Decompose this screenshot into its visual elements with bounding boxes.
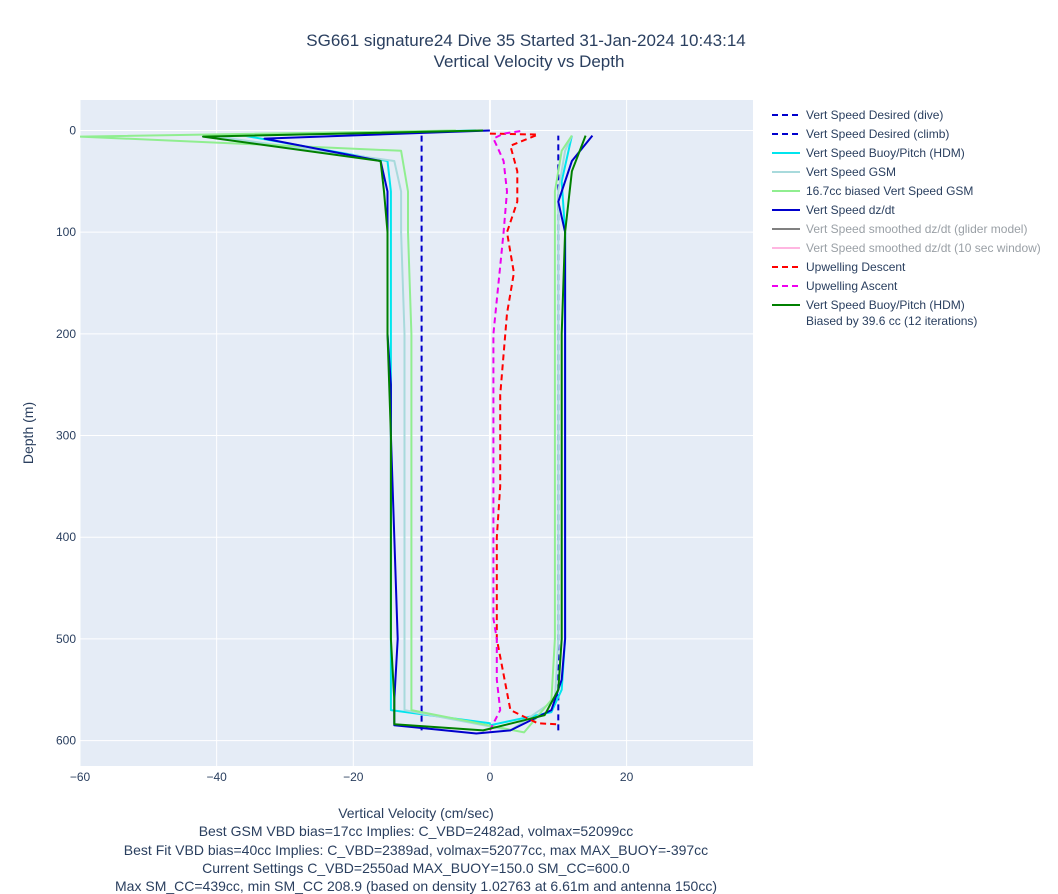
legend-item[interactable]: Upwelling Descent: [772, 260, 906, 274]
legend-item[interactable]: Vert Speed Desired (climb): [772, 127, 949, 141]
y-tick-label: 100: [56, 225, 76, 239]
y-tick-label: 400: [56, 530, 76, 544]
legend-label: Vert Speed Buoy/Pitch (HDM): [806, 146, 965, 160]
x-tick-label: −20: [343, 770, 364, 784]
legend-label: 16.7cc biased Vert Speed GSM: [806, 184, 973, 198]
legend-label: Upwelling Descent: [806, 260, 906, 274]
y-tick-label: 500: [56, 632, 76, 646]
legend-label: Vert Speed GSM: [806, 165, 896, 179]
legend-item[interactable]: 16.7cc biased Vert Speed GSM: [772, 184, 973, 198]
series-line: [489, 129, 525, 731]
series-lines: [80, 129, 594, 735]
legend-label: Vert Speed dz/dt: [806, 203, 895, 217]
x-tick-label: 0: [487, 770, 494, 784]
legend-item[interactable]: Upwelling Ascent: [772, 279, 898, 293]
series-line: [489, 132, 559, 726]
chart-title: SG661 signature24 Dive 35 Started 31-Jan…: [306, 31, 745, 50]
note-line-3: Current Settings C_VBD=2550ad MAX_BUOY=1…: [202, 860, 630, 876]
y-tick-label: 200: [56, 327, 76, 341]
x-axis-label: Vertical Velocity (cm/sec): [338, 805, 494, 821]
legend-label: Biased by 39.6 cc (12 iterations): [806, 314, 977, 328]
legend-label: Vert Speed smoothed dz/dt (glider model): [806, 222, 1027, 236]
legend-item[interactable]: Vert Speed smoothed dz/dt (10 sec window…: [772, 241, 1041, 255]
legend-label: Vert Speed Desired (climb): [806, 127, 949, 141]
chart-subtitle: Vertical Velocity vs Depth: [434, 52, 625, 71]
y-axis-label: Depth (m): [20, 402, 36, 464]
y-tick-label: 300: [56, 429, 76, 443]
note-line-2: Best Fit VBD bias=40cc Implies: C_VBD=23…: [124, 842, 708, 858]
legend-label: Vert Speed Buoy/Pitch (HDM): [806, 298, 965, 312]
legend-item[interactable]: Vert Speed GSM: [772, 165, 896, 179]
legend-label: Upwelling Ascent: [806, 279, 898, 293]
plot-area: [80, 100, 753, 766]
note-line-1: Best GSM VBD bias=17cc Implies: C_VBD=24…: [199, 823, 634, 839]
series-line: [80, 129, 573, 734]
x-tick-label: 20: [620, 770, 634, 784]
legend-item[interactable]: Vert Speed Buoy/Pitch (HDM): [772, 146, 965, 160]
y-tick-label: 600: [56, 734, 76, 748]
legend-label: Vert Speed Desired (dive): [806, 108, 943, 122]
x-tick-label: −40: [206, 770, 227, 784]
series-line: [202, 129, 587, 732]
y-tick-label: 0: [69, 124, 76, 138]
legend-label: Vert Speed smoothed dz/dt (10 sec window…: [806, 241, 1041, 255]
legend-item[interactable]: Vert Speed Desired (dive): [772, 108, 943, 122]
series-line: [215, 129, 573, 732]
legend-item[interactable]: Vert Speed dz/dt: [772, 203, 895, 217]
note-line-4: Max SM_CC=439cc, min SM_CC 208.9 (based …: [115, 878, 717, 894]
legend[interactable]: Vert Speed Desired (dive) Vert Speed Desi…: [772, 108, 1041, 328]
legend-item[interactable]: Vert Speed Buoy/Pitch (HDM) Biased by 39.…: [772, 298, 977, 328]
legend-item[interactable]: Vert Speed smoothed dz/dt (glider model): [772, 222, 1027, 236]
x-tick-label: −60: [70, 770, 91, 784]
